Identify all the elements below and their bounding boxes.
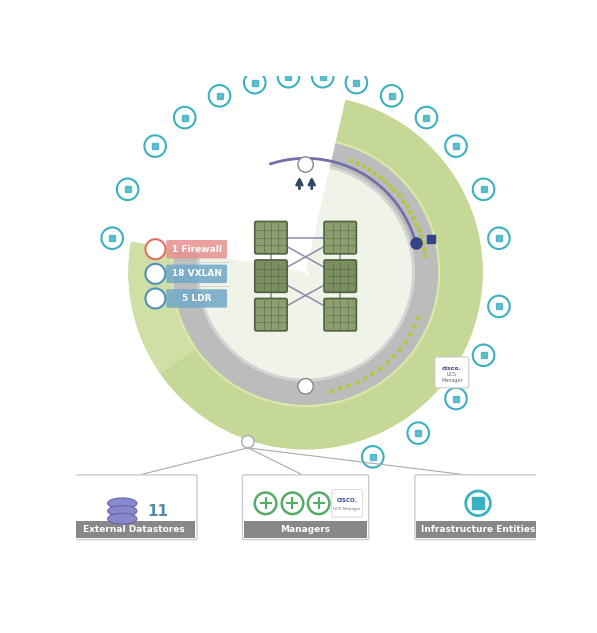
Circle shape [146,264,165,284]
Wedge shape [173,140,438,404]
Ellipse shape [107,513,137,524]
FancyBboxPatch shape [332,489,362,517]
Circle shape [473,344,494,366]
FancyBboxPatch shape [244,521,367,538]
FancyBboxPatch shape [70,475,197,539]
FancyBboxPatch shape [324,299,356,331]
Wedge shape [196,159,321,276]
Circle shape [144,135,166,157]
Circle shape [445,135,467,157]
Circle shape [346,72,367,94]
FancyBboxPatch shape [242,475,369,539]
Text: Managers: Managers [281,525,331,534]
Text: 1 Firewall: 1 Firewall [172,245,222,254]
Text: UCS
Manager: UCS Manager [441,372,463,383]
Circle shape [199,166,412,379]
Wedge shape [128,211,306,374]
Circle shape [117,179,139,200]
Ellipse shape [107,498,137,509]
Circle shape [146,289,165,308]
FancyBboxPatch shape [324,222,356,254]
Text: 11: 11 [147,503,168,518]
Wedge shape [171,139,441,407]
Wedge shape [124,84,332,272]
FancyBboxPatch shape [435,357,469,388]
FancyBboxPatch shape [415,475,541,539]
Ellipse shape [107,506,137,517]
Wedge shape [131,91,331,276]
Wedge shape [128,97,483,449]
Circle shape [416,107,437,128]
Wedge shape [131,91,331,276]
Circle shape [199,166,412,379]
Text: CISCO.: CISCO. [337,498,358,503]
Circle shape [174,107,195,128]
FancyBboxPatch shape [324,260,356,292]
Wedge shape [127,91,346,276]
Circle shape [128,95,483,449]
Circle shape [278,66,299,87]
Circle shape [298,157,313,172]
Text: 18 VXLAN: 18 VXLAN [172,270,222,279]
Circle shape [407,422,429,444]
Circle shape [312,66,334,87]
Circle shape [242,436,254,448]
Text: Infrastructure Entities: Infrastructure Entities [421,525,536,534]
Wedge shape [196,163,415,382]
Circle shape [173,140,438,404]
Circle shape [488,296,510,317]
Circle shape [473,179,494,200]
Text: External Datastores: External Datastores [83,525,184,534]
FancyBboxPatch shape [166,265,227,283]
FancyBboxPatch shape [417,521,540,538]
Wedge shape [127,87,331,280]
Circle shape [101,227,123,249]
Circle shape [362,446,383,468]
Circle shape [488,227,510,249]
Wedge shape [128,211,306,386]
Circle shape [298,379,313,394]
Wedge shape [174,136,325,276]
FancyBboxPatch shape [255,299,287,331]
Circle shape [445,388,467,410]
FancyBboxPatch shape [255,222,287,254]
Circle shape [209,85,230,106]
Text: 5 LDR: 5 LDR [182,294,212,303]
Circle shape [146,239,165,260]
Text: cisco.: cisco. [442,366,462,371]
FancyBboxPatch shape [166,289,227,308]
Wedge shape [119,80,333,272]
Circle shape [244,72,266,94]
FancyBboxPatch shape [166,240,227,258]
Circle shape [196,163,415,382]
FancyBboxPatch shape [255,260,287,292]
Text: UCS Manager: UCS Manager [333,506,361,511]
Circle shape [171,137,441,407]
Circle shape [381,85,402,106]
Wedge shape [172,134,325,276]
FancyBboxPatch shape [72,521,195,538]
